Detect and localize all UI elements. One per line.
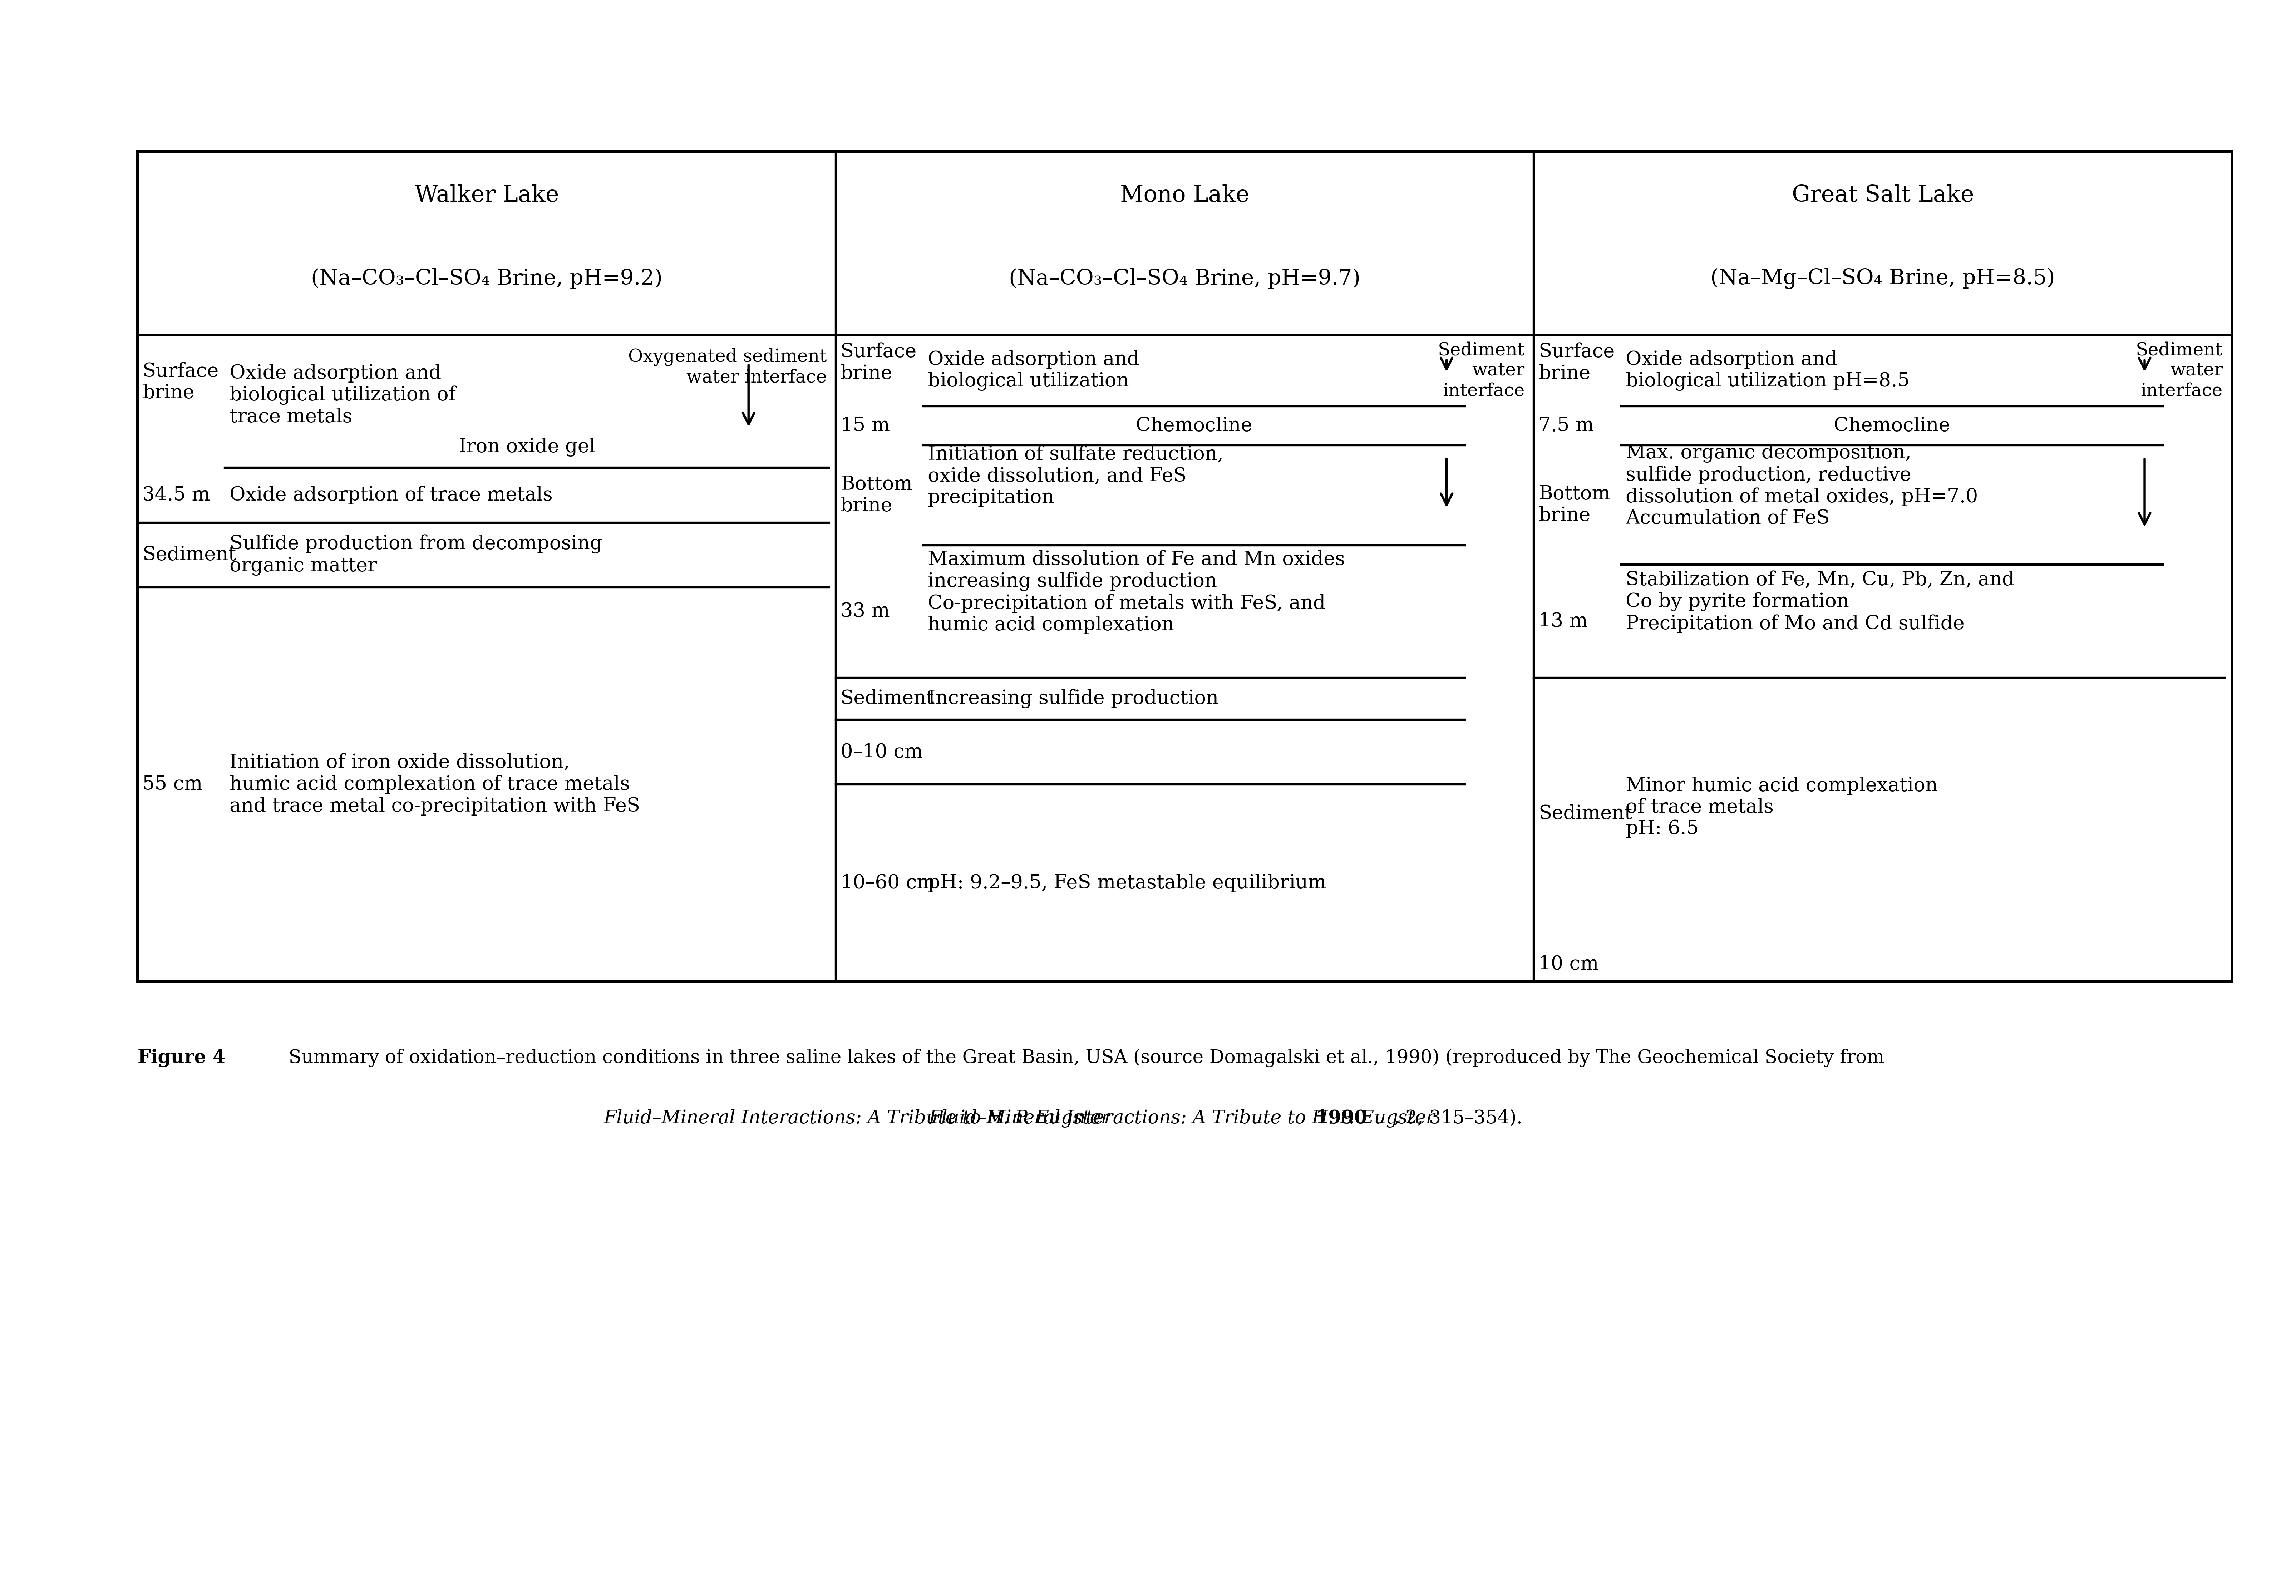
Text: Sediment: Sediment [840, 689, 934, 709]
Text: Summary of oxidation–reduction conditions in three saline lakes of the Great Bas: Summary of oxidation–reduction condition… [271, 1049, 1885, 1068]
Text: (Na–CO₃–Cl–SO₄ Brine, pH=9.7): (Na–CO₃–Cl–SO₄ Brine, pH=9.7) [1008, 268, 1362, 289]
Text: Sediment
water
interface: Sediment water interface [1437, 342, 1525, 401]
Text: Bottom
brine: Bottom brine [840, 476, 912, 516]
Text: Oxide adsorption and
biological utilization pH=8.5: Oxide adsorption and biological utilizat… [1626, 351, 1910, 391]
Text: Figure 4: Figure 4 [138, 1049, 225, 1068]
Text: Initiation of sulfate reduction,
oxide dissolution, and FeS
precipitation: Initiation of sulfate reduction, oxide d… [928, 445, 1224, 508]
Text: Sulfide production from decomposing
organic matter: Sulfide production from decomposing orga… [230, 535, 602, 576]
Text: 33 m: 33 m [840, 602, 889, 621]
Text: 34.5 m: 34.5 m [142, 485, 211, 504]
Text: Surface
brine: Surface brine [1538, 343, 1614, 383]
Text: , 2, 315–354).: , 2, 315–354). [1394, 1109, 1522, 1127]
Text: Stabilization of Fe, Mn, Cu, Pb, Zn, and
Co by pyrite formation
Precipitation of: Stabilization of Fe, Mn, Cu, Pb, Zn, and… [1626, 571, 2014, 634]
Text: pH: 9.2–9.5, FeS metastable equilibrium: pH: 9.2–9.5, FeS metastable equilibrium [928, 873, 1327, 892]
Text: Iron oxide gel: Iron oxide gel [459, 437, 595, 456]
Text: Surface
brine: Surface brine [840, 343, 916, 383]
Text: Fluid–Mineral Interactions: A Tribute to H. P. Eugster: Fluid–Mineral Interactions: A Tribute to… [790, 1109, 1302, 1128]
Text: (Na–Mg–Cl–SO₄ Brine, pH=8.5): (Na–Mg–Cl–SO₄ Brine, pH=8.5) [1711, 268, 2055, 289]
Text: 15 m: 15 m [840, 417, 891, 436]
Text: Sediment
water
interface: Sediment water interface [2135, 342, 2223, 401]
Text: Sediment: Sediment [1538, 804, 1632, 824]
Text: 13 m: 13 m [1538, 611, 1587, 630]
Text: Fluid–Mineral Interactions: A Tribute to H. P. Eugster: Fluid–Mineral Interactions: A Tribute to… [928, 1109, 1442, 1128]
Text: Initiation of iron oxide dissolution,
humic acid complexation of trace metals
an: Initiation of iron oxide dissolution, hu… [230, 753, 641, 816]
Bar [138, 152, 2232, 982]
Text: Surface
brine: Surface brine [142, 362, 218, 402]
Text: Chemocline: Chemocline [1137, 417, 1251, 436]
Text: Oxide adsorption and
biological utilization: Oxide adsorption and biological utilizat… [928, 351, 1139, 391]
Text: Oxide adsorption and
biological utilization of
trace metals: Oxide adsorption and biological utilizat… [230, 364, 457, 426]
Text: Sediment: Sediment [142, 546, 236, 565]
Text: Fluid–Mineral Interactions: A Tribute to H. P. Eugster: Fluid–Mineral Interactions: A Tribute to… [604, 1109, 1116, 1128]
Text: Maximum dissolution of Fe and Mn oxides
increasing sulfide production
Co-precipi: Maximum dissolution of Fe and Mn oxides … [928, 551, 1345, 634]
Text: 10 cm: 10 cm [1538, 954, 1598, 974]
Text: 10–60 cm: 10–60 cm [840, 873, 934, 892]
Text: 7.5 m: 7.5 m [1538, 417, 1593, 436]
Text: Increasing sulfide production: Increasing sulfide production [928, 689, 1219, 709]
Text: Walker Lake: Walker Lake [416, 185, 558, 206]
Text: 1990: 1990 [1316, 1109, 1368, 1127]
Text: 0–10 cm: 0–10 cm [840, 742, 923, 761]
Text: Mono Lake: Mono Lake [1120, 185, 1249, 206]
Text: Oxide adsorption of trace metals: Oxide adsorption of trace metals [230, 485, 553, 504]
Text: Great Salt Lake: Great Salt Lake [1791, 185, 1975, 206]
Text: (Na–CO₃–Cl–SO₄ Brine, pH=9.2): (Na–CO₃–Cl–SO₄ Brine, pH=9.2) [310, 268, 664, 289]
Text: Oxygenated sediment
water interface: Oxygenated sediment water interface [629, 348, 827, 386]
Text: Max. organic decomposition,
sulfide production, reductive
dissolution of metal o: Max. organic decomposition, sulfide prod… [1626, 444, 1977, 528]
Text: Bottom
brine: Bottom brine [1538, 485, 1609, 525]
Text: Minor humic acid complexation
of trace metals
pH: 6.5: Minor humic acid complexation of trace m… [1626, 777, 1938, 838]
Text: 55 cm: 55 cm [142, 776, 202, 793]
Text: Chemocline: Chemocline [1835, 417, 1949, 436]
